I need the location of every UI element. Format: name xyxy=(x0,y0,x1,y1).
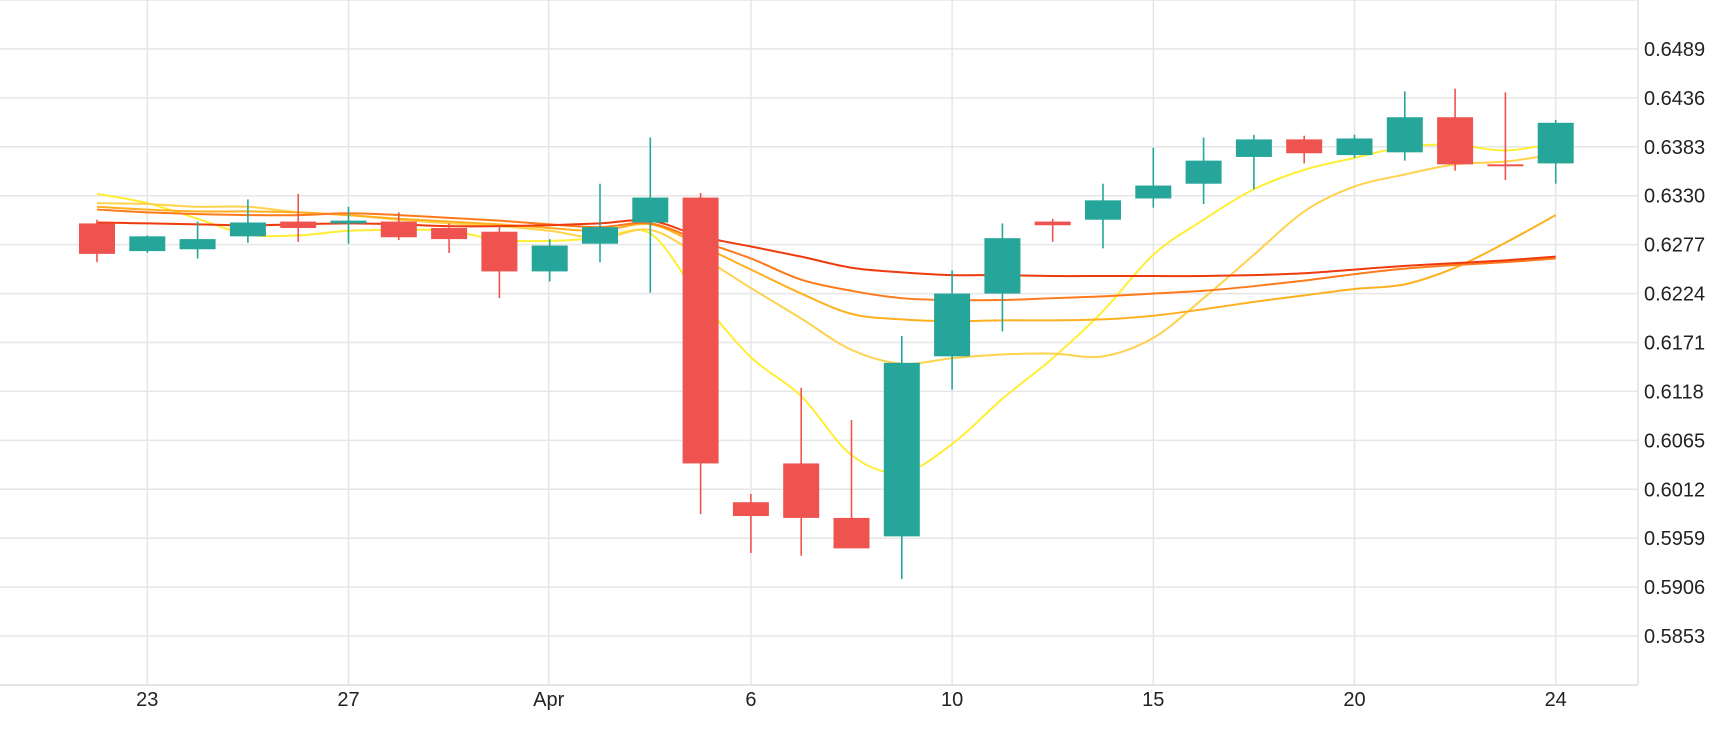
y-tick-label: 0.6118 xyxy=(1644,381,1704,403)
y-tick-label: 0.6330 xyxy=(1644,186,1705,208)
x-tick-label: 24 xyxy=(1545,689,1567,711)
candle xyxy=(531,239,568,282)
candle-body xyxy=(732,502,769,517)
x-tick-label: 23 xyxy=(136,689,158,711)
candle-body xyxy=(380,221,417,238)
moving-average-line-4 xyxy=(96,208,1556,302)
candle xyxy=(1185,137,1222,205)
moving-average-line-2 xyxy=(96,153,1556,365)
candle-body xyxy=(783,463,820,518)
candle-body xyxy=(582,227,618,244)
y-tick-label: 0.5853 xyxy=(1644,626,1705,648)
candle xyxy=(380,212,417,241)
y-tick-label: 0.6012 xyxy=(1644,479,1705,501)
candle-body xyxy=(883,362,920,537)
candle xyxy=(1085,183,1121,249)
moving-average-line-5 xyxy=(96,219,1556,278)
candle xyxy=(1437,88,1474,171)
y-tick-label: 0.6277 xyxy=(1644,235,1705,257)
candle xyxy=(732,493,769,553)
y-tick-label: 0.6489 xyxy=(1644,39,1705,61)
y-tick-label: 0.5959 xyxy=(1644,528,1705,550)
x-tick-label: Apr xyxy=(533,689,564,711)
candle xyxy=(1537,120,1574,184)
candle xyxy=(632,137,669,293)
y-tick-label: 0.6171 xyxy=(1644,333,1705,355)
candle-body xyxy=(1235,139,1272,157)
x-tick-label: 10 xyxy=(941,689,963,711)
y-tick-label: 0.6224 xyxy=(1644,284,1705,306)
candle xyxy=(833,420,870,549)
candle xyxy=(481,226,518,299)
candle xyxy=(1135,147,1172,208)
candle-body xyxy=(129,236,166,252)
candle-body xyxy=(481,231,518,272)
candle-body xyxy=(632,197,669,223)
candle xyxy=(1034,218,1071,242)
candle-body xyxy=(1185,160,1222,184)
candle xyxy=(1286,135,1323,164)
candle-body xyxy=(682,197,719,464)
candle-body xyxy=(984,238,1021,294)
y-tick-label: 0.6436 xyxy=(1644,88,1705,110)
grid xyxy=(0,0,1638,686)
moving-average-line-3 xyxy=(96,205,1557,323)
candle-body xyxy=(79,223,115,254)
candle xyxy=(1336,134,1373,158)
candles xyxy=(79,88,1574,579)
candle xyxy=(934,270,971,390)
candle xyxy=(431,223,468,253)
candle xyxy=(1386,91,1423,161)
candle-body xyxy=(1437,117,1474,165)
candle xyxy=(179,221,216,259)
candle xyxy=(883,336,920,579)
candle xyxy=(280,193,317,242)
x-tick-label: 27 xyxy=(337,689,359,711)
x-tick-label: 6 xyxy=(745,689,756,711)
candle xyxy=(682,192,719,515)
candle-body xyxy=(1386,117,1423,153)
moving-average-lines xyxy=(96,142,1557,474)
candle xyxy=(79,219,115,263)
y-tick-label: 0.6383 xyxy=(1644,137,1705,159)
candle-body xyxy=(330,220,367,224)
y-tick-label: 0.5906 xyxy=(1644,577,1705,599)
candle-body xyxy=(179,239,216,250)
candle-body xyxy=(431,228,468,240)
candle xyxy=(783,387,820,556)
candle-body xyxy=(1085,200,1121,220)
candle xyxy=(330,206,367,244)
candle xyxy=(129,235,166,253)
candle-body xyxy=(833,517,870,549)
candle-body xyxy=(934,293,971,357)
candle-body xyxy=(531,245,568,272)
candle xyxy=(229,199,266,243)
candle-body xyxy=(1135,185,1172,199)
axes: 0.6489 0.6436 0.6383 0.6330 0.6277 0.6224 0.61… xyxy=(0,0,1705,711)
candle-body xyxy=(1537,122,1574,164)
candle-body xyxy=(1034,221,1071,226)
candle xyxy=(984,223,1021,332)
candle-body xyxy=(1336,138,1373,156)
x-tick-label: 20 xyxy=(1343,689,1365,711)
x-tick-label: 15 xyxy=(1142,689,1164,711)
candle-body xyxy=(280,221,317,229)
candle xyxy=(582,183,618,263)
candle-body xyxy=(229,222,266,237)
candle-body xyxy=(1487,164,1524,167)
candle xyxy=(1487,92,1524,181)
candle xyxy=(1235,134,1272,190)
candle-body xyxy=(1286,139,1323,154)
y-tick-label: 0.6065 xyxy=(1644,430,1705,452)
